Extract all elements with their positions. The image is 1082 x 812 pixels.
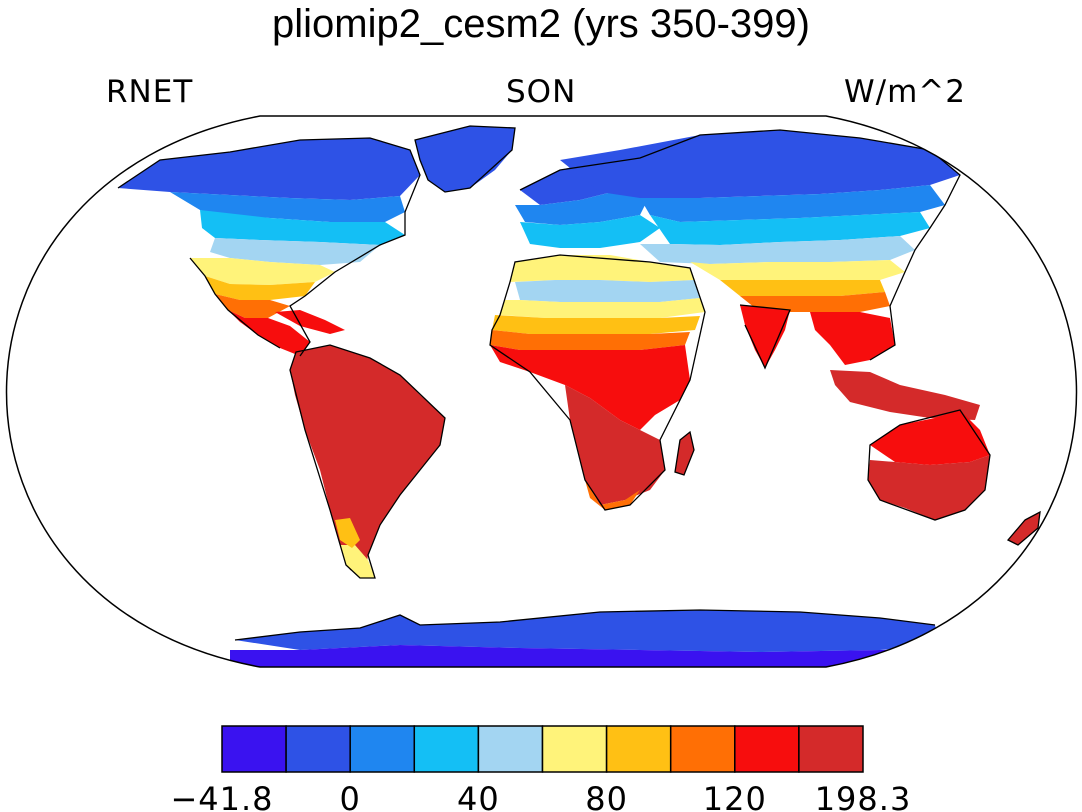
africa-south [585,480,640,510]
colorbar-swatch [605,725,672,773]
colorbar-label: 80 [585,780,628,812]
colorbar-swatch [798,725,864,773]
antarctica-coast [235,610,940,652]
season-label: SON [506,74,577,110]
australia [868,455,990,520]
sahel-yellow [500,298,705,318]
africa-tropical [490,345,690,430]
asia-boreal [640,185,945,222]
north-america-arctic [118,138,420,200]
sahara [515,280,700,302]
colorbar-swatch [413,725,480,773]
map-boundary [5,115,1078,668]
asia-temperate [640,236,915,264]
europe-central [515,190,650,225]
maritime-continent [830,370,980,420]
africa-central [565,385,665,505]
colorbar-swatch [477,725,544,773]
asia-south [720,280,885,296]
central-america [228,310,310,356]
north-america-gulf [205,276,315,300]
variable-label: RNET [106,74,194,110]
antarctica-interior [230,645,950,667]
units-label: W/m^2 [844,74,966,110]
sahara-north [510,255,695,282]
north-america-temperate [210,238,380,265]
colorbar-swatch [541,725,608,773]
colorbar-swatch [669,725,736,773]
colorbar-swatch [221,725,287,773]
europe-south [520,215,660,248]
colorbar-label: 40 [457,780,500,812]
asia-tropical-orange [740,292,890,312]
india-region [740,305,790,368]
colorbar-label: 0 [340,780,361,812]
mexico-region [215,294,290,318]
map-title: pliomip2_cesm2 (yrs 350-399) [271,2,810,46]
sahel-deep [490,330,690,350]
south-america-patagonia [335,518,360,548]
caribbean [275,310,345,334]
new-zealand [1008,512,1040,545]
south-america [290,345,445,575]
south-america-south [340,545,375,578]
colorbar-swatch [349,725,416,773]
coastlines [117,125,1041,641]
north-america-midlat [200,210,405,245]
asia-arctic [560,130,960,198]
colorbar-label: 198.3 [815,780,912,812]
southeast-asia [810,312,895,365]
greenland-region [415,126,515,192]
asia-midlat [650,212,930,245]
sahel-orange [492,315,700,334]
asia-subtropical [690,260,905,280]
land-field [118,126,1040,667]
colorbar: −41.8 0 40 80 120 198.3 [170,725,912,812]
australia-north [870,410,990,465]
colorbar-swatch [285,725,351,773]
colorbar-swatch [734,725,800,773]
colorbar-label: −41.8 [170,780,273,812]
colorbar-label: 120 [703,780,767,812]
north-america-south [190,258,335,285]
